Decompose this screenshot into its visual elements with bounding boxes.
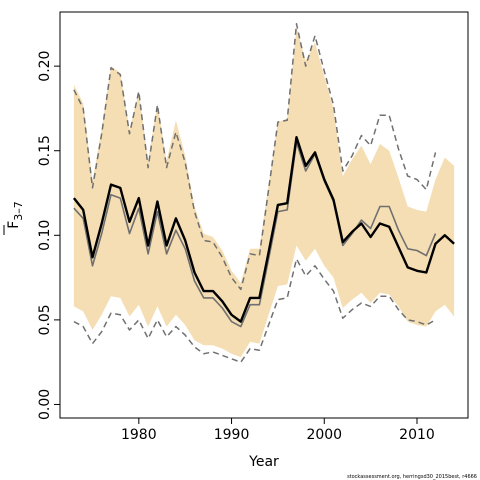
previous-upper-dashed-line	[73, 23, 437, 291]
series-layer	[72, 23, 455, 363]
y-axis-title-subscript: 3–7	[12, 201, 25, 221]
footer-credit: stockassessment.org, herringsd30_2015bes…	[347, 474, 477, 480]
x-tick-label: 2000	[306, 427, 342, 443]
x-tick-label: 1990	[214, 427, 250, 443]
x-tick-label: 2010	[399, 427, 435, 443]
previous-estimate-line	[73, 141, 437, 328]
y-tick-label: 0.10	[37, 220, 53, 251]
y-tick-label: 0.05	[37, 304, 53, 335]
x-tick-label: 1980	[121, 427, 157, 443]
y-axis-title: F3–7	[3, 201, 25, 235]
current-estimate-line	[72, 136, 455, 323]
confidence-band	[73, 27, 455, 358]
plot-frame	[59, 11, 469, 419]
y-tick-label: 0.20	[37, 51, 53, 82]
svg-text:F3–7: F3–7	[6, 201, 25, 229]
y-axis: 0.00 0.05 0.10 0.15 0.20	[37, 51, 60, 420]
previous-lower-dashed-line	[73, 258, 436, 363]
y-axis-title-main: F	[6, 221, 22, 229]
x-axis-title: Year	[248, 454, 279, 470]
x-axis: 1980 1990 2000 2010	[121, 418, 435, 443]
confidence-band-layer	[73, 27, 455, 358]
y-tick-label: 0.00	[37, 389, 53, 420]
y-tick-label: 0.15	[37, 135, 53, 166]
